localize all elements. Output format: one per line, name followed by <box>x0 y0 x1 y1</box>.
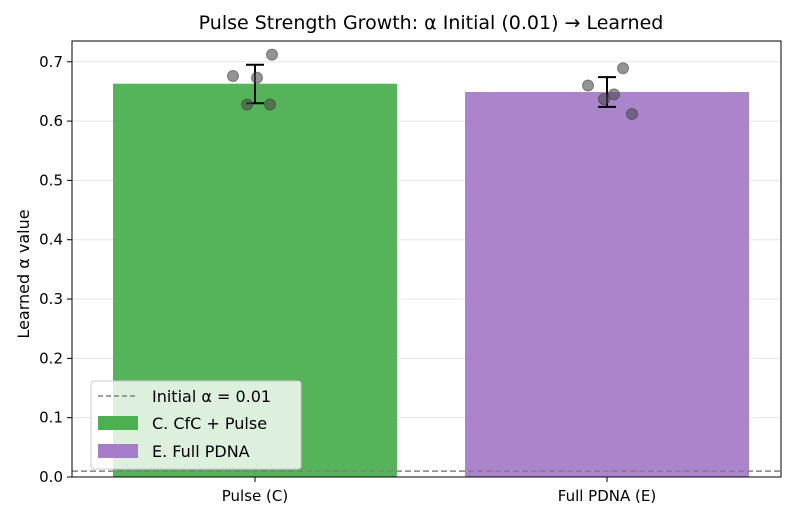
scatter-points <box>227 48 638 120</box>
data-point <box>264 98 276 111</box>
plot-frame <box>71 40 782 478</box>
y-tick-label: 0.3 <box>39 290 63 308</box>
y-tick-label: 0.4 <box>39 231 63 249</box>
chart-title: Pulse Strength Growth: α Initial (0.01) … <box>199 12 664 34</box>
x-tick-label: Pulse (C) <box>222 487 288 505</box>
legend-swatch-full-pdna <box>98 444 138 458</box>
y-tick-label: 0.5 <box>39 171 63 189</box>
legend-label-reference: Initial α = 0.01 <box>152 387 271 406</box>
y-tick-label: 0.2 <box>39 349 63 367</box>
data-point <box>608 88 620 101</box>
legend-box <box>90 380 302 470</box>
data-point <box>626 107 638 120</box>
y-tick-label: 0.0 <box>39 468 63 486</box>
x-axis: Pulse (C) Full PDNA (E) <box>222 477 656 505</box>
data-point <box>266 48 278 61</box>
y-tick-label: 0.6 <box>39 112 63 130</box>
data-point <box>227 69 239 82</box>
y-axis: 0.0 0.1 0.2 0.3 0.4 0.5 0.6 0.7 <box>39 53 72 486</box>
bar <box>465 92 749 478</box>
data-point <box>241 98 253 111</box>
data-point <box>617 62 629 75</box>
data-point <box>251 71 263 84</box>
legend: Initial α = 0.01 C. CfC + Pulse E. Full … <box>90 380 302 470</box>
legend-swatch-pulse <box>98 416 138 430</box>
data-point <box>582 79 594 92</box>
y-axis-label: Learned α value <box>14 209 33 338</box>
data-point <box>598 93 610 106</box>
y-tick-label: 0.7 <box>39 53 63 71</box>
legend-label-pulse: C. CfC + Pulse <box>152 414 267 433</box>
legend-label-full-pdna: E. Full PDNA <box>152 442 250 461</box>
y-tick-label: 0.1 <box>39 409 63 427</box>
x-tick-label: Full PDNA (E) <box>558 487 656 505</box>
